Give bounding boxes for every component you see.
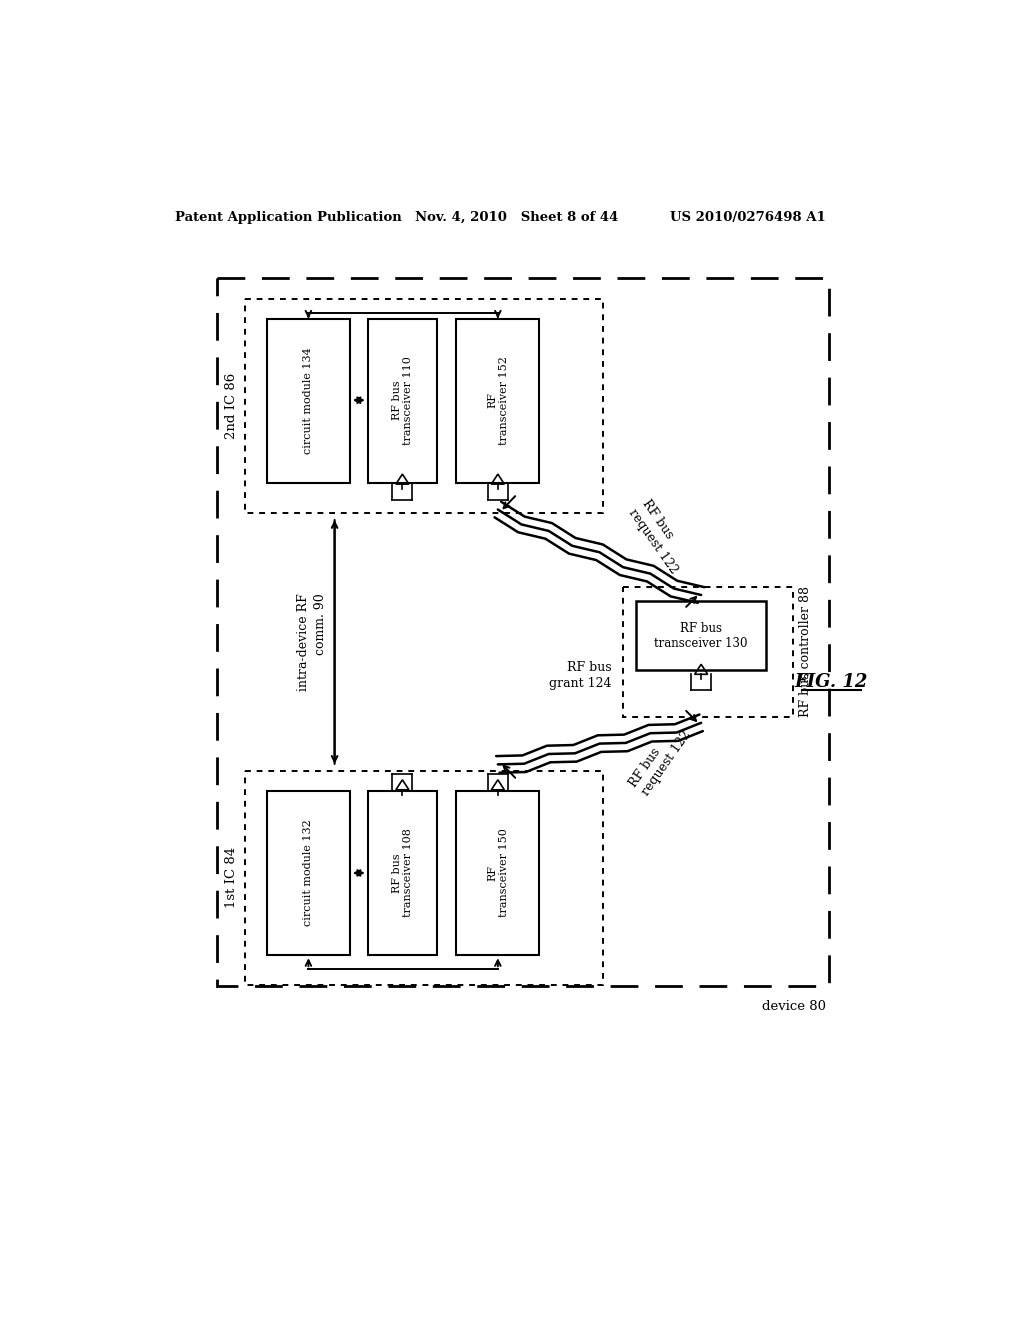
- Bar: [245, 771, 602, 985]
- Text: Patent Application Publication: Patent Application Publication: [175, 211, 402, 224]
- Bar: [368, 318, 437, 483]
- Bar: [457, 318, 540, 483]
- Text: US 2010/0276498 A1: US 2010/0276498 A1: [670, 211, 825, 224]
- Text: RF bus
grant 124: RF bus grant 124: [549, 660, 611, 689]
- Text: RF bus
transceiver 110: RF bus transceiver 110: [391, 356, 413, 445]
- Bar: [624, 587, 793, 717]
- Text: RF
transceiver 152: RF transceiver 152: [487, 356, 509, 445]
- Text: device 80: device 80: [762, 1001, 826, 1012]
- Text: Nov. 4, 2010   Sheet 8 of 44: Nov. 4, 2010 Sheet 8 of 44: [416, 211, 618, 224]
- Bar: [217, 277, 829, 986]
- Text: RF
transceiver 150: RF transceiver 150: [487, 829, 509, 917]
- Text: circuit module 134: circuit module 134: [303, 347, 313, 454]
- Bar: [267, 318, 350, 483]
- Text: RF bus
transceiver 108: RF bus transceiver 108: [391, 829, 413, 917]
- Bar: [267, 792, 350, 956]
- Text: 2nd IC 86: 2nd IC 86: [225, 374, 239, 440]
- Bar: [457, 792, 540, 956]
- Text: circuit module 132: circuit module 132: [303, 820, 313, 927]
- Text: RF bus
request 122: RF bus request 122: [627, 498, 694, 576]
- Bar: [637, 601, 766, 671]
- Text: RF bus controller 88: RF bus controller 88: [799, 586, 812, 718]
- Text: RF bus
transceiver 130: RF bus transceiver 130: [654, 622, 748, 649]
- Text: 1st IC 84: 1st IC 84: [225, 847, 239, 908]
- Text: intra-device RF
comm. 90: intra-device RF comm. 90: [297, 593, 327, 690]
- Text: FIG. 12: FIG. 12: [795, 673, 868, 690]
- Text: RF bus
request 122: RF bus request 122: [627, 719, 694, 799]
- Bar: [368, 792, 437, 956]
- Bar: [245, 300, 602, 513]
